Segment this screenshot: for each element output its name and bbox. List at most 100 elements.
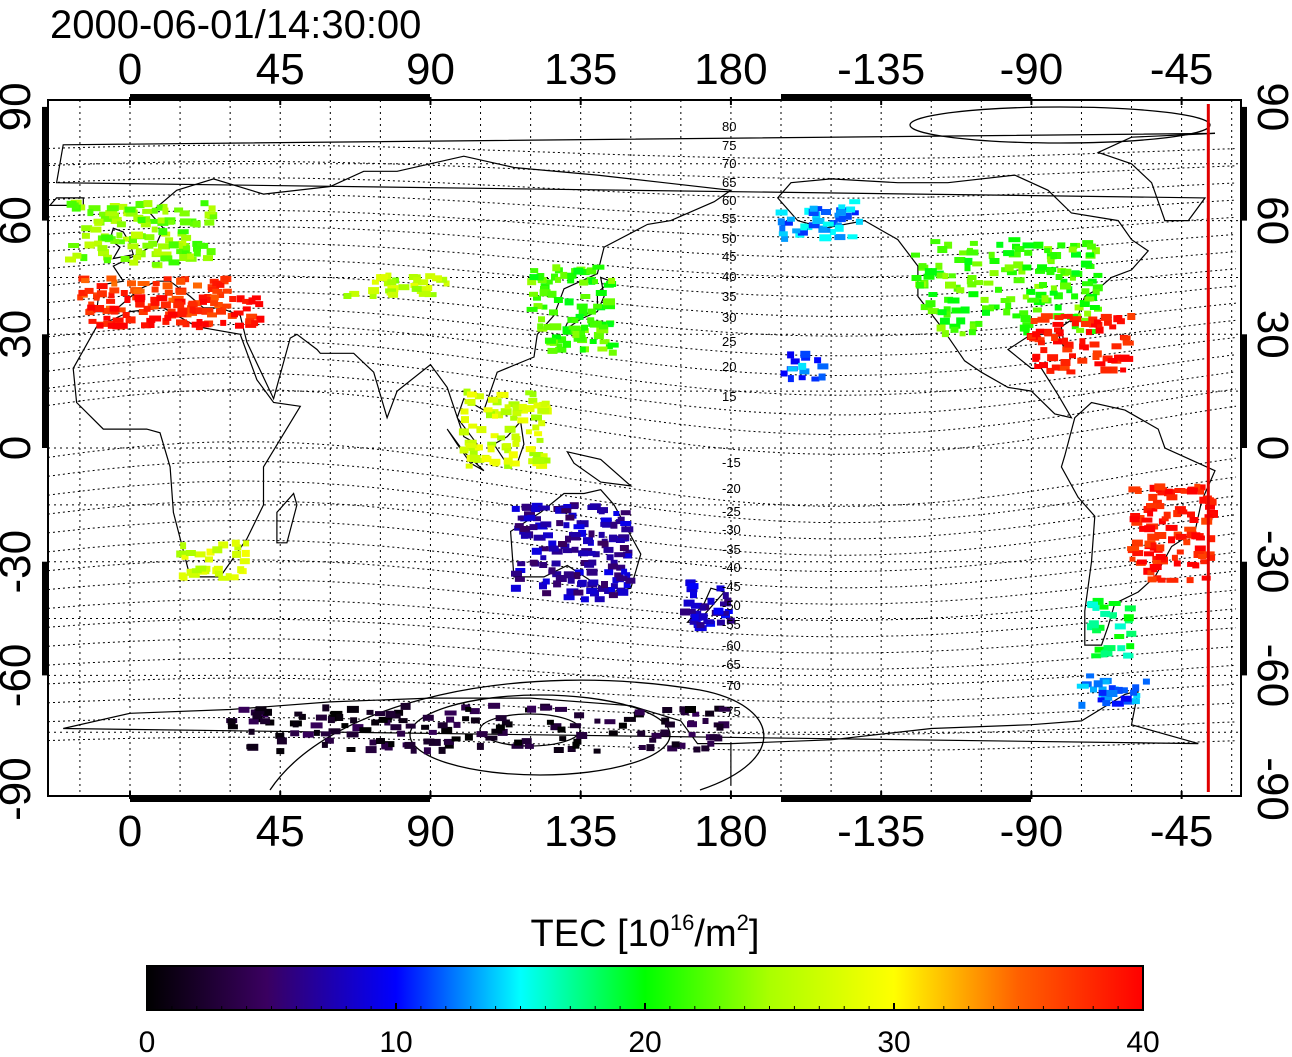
tec-cell bbox=[116, 221, 126, 228]
lon-tick-label-bottom: 0 bbox=[118, 807, 142, 856]
tec-cell bbox=[322, 704, 330, 712]
tec-cell bbox=[1163, 511, 1171, 519]
contour-label-north: 20 bbox=[722, 359, 736, 374]
tec-cell bbox=[521, 532, 532, 539]
lat-tick-label-right: 0 bbox=[1248, 436, 1292, 460]
tec-cell bbox=[1092, 289, 1100, 296]
contour-line bbox=[48, 736, 1237, 752]
tec-cell bbox=[376, 738, 385, 744]
tec-cell bbox=[604, 719, 616, 725]
colorbar-tick-label: 10 bbox=[379, 1026, 412, 1057]
tec-cell bbox=[292, 721, 299, 728]
tec-cell bbox=[497, 728, 508, 736]
tec-cell bbox=[87, 209, 94, 217]
tec-cell bbox=[465, 443, 477, 449]
tec-cell bbox=[1071, 270, 1080, 276]
tec-cell bbox=[602, 522, 613, 528]
tec-cell bbox=[1165, 524, 1178, 531]
tec-cell bbox=[124, 206, 136, 213]
tec-cell bbox=[179, 210, 190, 217]
lat-tick-label-right: 60 bbox=[1248, 196, 1292, 245]
tec-cell bbox=[787, 366, 798, 372]
tec-cell bbox=[352, 724, 364, 732]
tec-cell bbox=[137, 217, 146, 223]
tec-cell bbox=[798, 375, 806, 381]
tec-cell bbox=[511, 505, 520, 512]
tec-cell bbox=[376, 274, 389, 282]
tec-cell bbox=[623, 716, 636, 722]
tec-cell bbox=[687, 583, 699, 590]
tec-cell bbox=[1040, 313, 1053, 320]
tec-cell bbox=[966, 249, 979, 256]
tec-cell bbox=[485, 735, 498, 741]
colorbar-tick-label: 30 bbox=[877, 1026, 910, 1057]
tec-cell bbox=[84, 241, 95, 249]
tec-cell bbox=[1091, 247, 1100, 255]
tec-cell bbox=[983, 280, 994, 286]
tec-cell bbox=[573, 334, 586, 342]
tec-cell bbox=[1095, 326, 1104, 334]
tec-cell bbox=[1054, 327, 1061, 333]
tec-cell bbox=[571, 572, 581, 580]
tec-cell bbox=[836, 209, 846, 216]
contour-line bbox=[48, 441, 1237, 507]
tec-cell bbox=[529, 450, 536, 457]
tec-cell bbox=[1088, 620, 1099, 628]
tec-cell bbox=[276, 737, 287, 745]
tec-cell bbox=[543, 532, 553, 539]
tec-cell bbox=[254, 708, 265, 715]
tec-cell bbox=[78, 289, 88, 296]
lon-tick-label-bottom: 180 bbox=[694, 807, 767, 856]
tec-cell bbox=[1005, 302, 1012, 310]
tec-cell bbox=[781, 235, 789, 242]
tec-cell bbox=[162, 282, 173, 290]
tec-cell bbox=[553, 580, 562, 588]
tec-cell bbox=[1020, 315, 1031, 323]
tec-cell bbox=[517, 417, 529, 424]
tec-cell bbox=[525, 429, 532, 435]
tec-cell bbox=[246, 744, 258, 750]
tec-cell bbox=[945, 281, 956, 289]
tec-cell bbox=[150, 296, 158, 302]
tec-cell bbox=[129, 259, 139, 266]
tec-cell bbox=[313, 729, 320, 736]
tec-cell bbox=[619, 545, 629, 551]
tec-cell bbox=[238, 706, 250, 713]
tec-cell bbox=[1205, 504, 1215, 510]
tec-cell bbox=[1092, 597, 1104, 605]
tec-cell bbox=[1173, 510, 1182, 518]
tec-cell bbox=[616, 576, 628, 582]
tec-cell bbox=[193, 249, 201, 257]
tec-cell bbox=[222, 275, 229, 283]
contour-line bbox=[48, 161, 1237, 179]
tec-cell bbox=[623, 582, 631, 589]
tec-cell bbox=[573, 267, 584, 275]
tec-cell bbox=[205, 556, 213, 563]
tec-cell bbox=[229, 296, 237, 302]
tec-cell bbox=[1166, 494, 1178, 501]
tec-cell bbox=[1052, 321, 1064, 327]
contour-label-south: -25 bbox=[722, 504, 741, 519]
tec-cell bbox=[451, 736, 461, 742]
tec-cell bbox=[110, 238, 120, 244]
tec-cell bbox=[540, 457, 551, 464]
tec-cell bbox=[726, 617, 735, 624]
tec-cell bbox=[1164, 488, 1173, 495]
tec-cell bbox=[586, 588, 598, 594]
coastline bbox=[1060, 401, 1216, 646]
tec-cell bbox=[696, 622, 705, 629]
tec-cell bbox=[969, 323, 977, 331]
tec-cell bbox=[690, 591, 697, 599]
tec-cell bbox=[613, 511, 620, 516]
tec-cell bbox=[589, 339, 597, 344]
tec-cell bbox=[1161, 516, 1169, 522]
tec-cell bbox=[1107, 358, 1118, 363]
coastline bbox=[109, 227, 135, 260]
tec-cell bbox=[555, 276, 561, 283]
tec-cell bbox=[581, 324, 588, 331]
tec-cell bbox=[527, 514, 536, 521]
tec-cell bbox=[817, 363, 829, 370]
lon-tick-label-bottom: 90 bbox=[406, 807, 455, 856]
tec-cell bbox=[1102, 700, 1111, 707]
tec-cell bbox=[538, 546, 549, 552]
